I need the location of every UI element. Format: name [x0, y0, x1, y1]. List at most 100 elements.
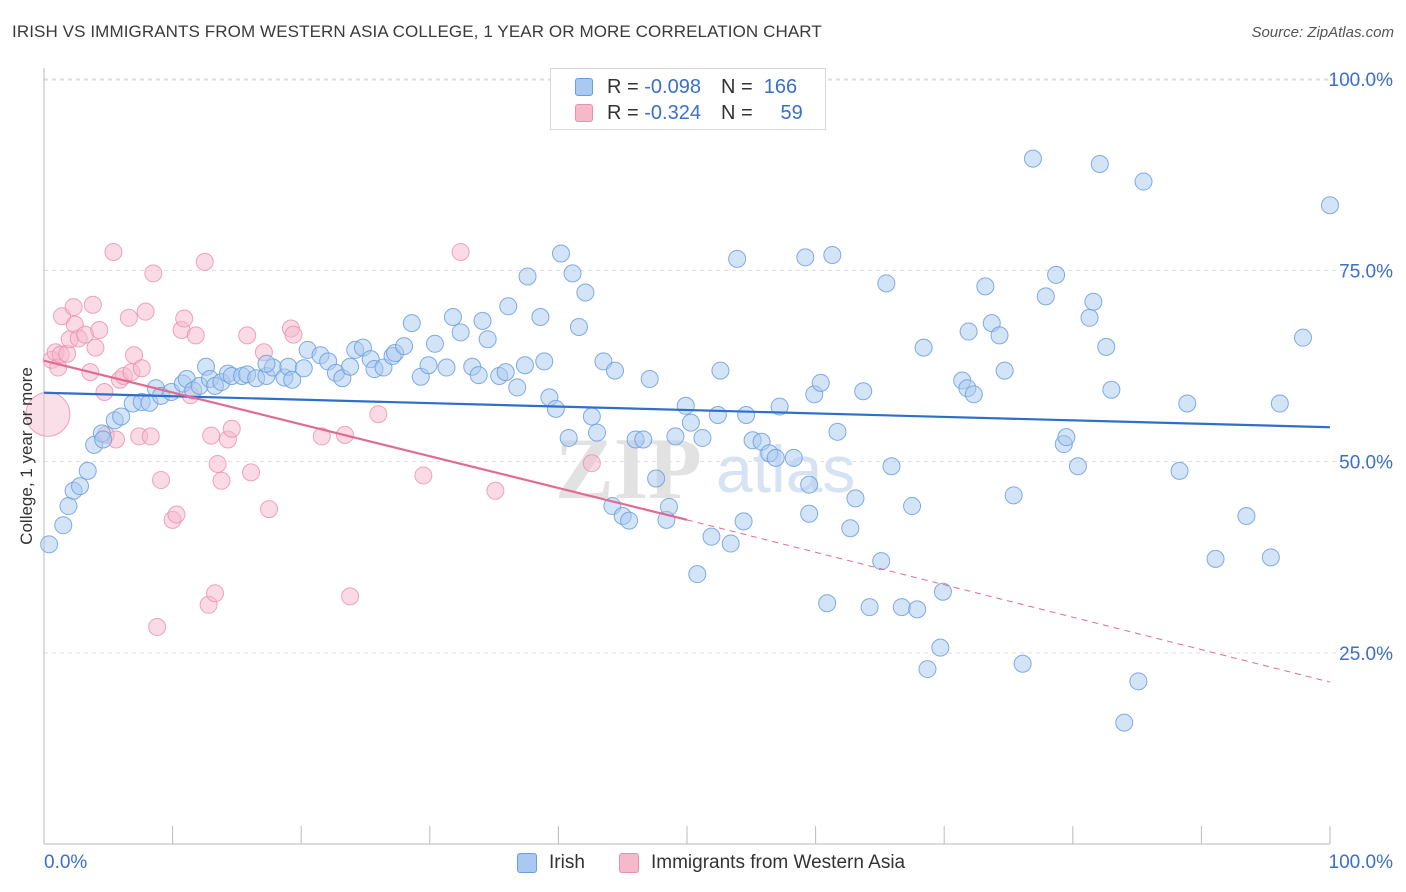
- irish-point: [711, 361, 730, 380]
- irish-point: [811, 373, 830, 392]
- western-asia-point: [83, 295, 102, 314]
- legend-item-western-asia[interactable]: Immigrants from Western Asia: [619, 852, 905, 874]
- irish-point: [1057, 428, 1076, 447]
- irish-point: [518, 267, 537, 286]
- western-asia-point: [242, 463, 261, 482]
- western-asia-point: [104, 242, 123, 261]
- western-asia-point: [284, 325, 303, 344]
- legend-r-value: -0.324: [644, 101, 701, 124]
- legend-row-western-asia: R = -0.324 N = 59: [575, 101, 803, 125]
- irish-point: [563, 264, 582, 283]
- y-tick-label: 75.0%: [1339, 261, 1393, 282]
- irish-point: [800, 475, 819, 494]
- western-asia-point: [141, 427, 160, 446]
- western-asia-point: [195, 252, 214, 271]
- western-asia-point: [414, 466, 433, 485]
- y-tick-label: 100.0%: [1329, 70, 1394, 91]
- western-asia-point: [132, 359, 151, 378]
- irish-point: [908, 600, 927, 619]
- legend-western-asia-label: Immigrants from Western Asia: [651, 852, 906, 873]
- irish-point: [959, 322, 978, 341]
- irish-point: [1090, 154, 1109, 173]
- irish-point: [693, 428, 712, 447]
- irish-point: [737, 405, 756, 424]
- irish-point: [1170, 461, 1189, 480]
- y-tick-label: 25.0%: [1339, 644, 1393, 665]
- irish-point: [419, 356, 438, 375]
- irish-point: [1047, 265, 1066, 284]
- irish-point: [1102, 380, 1121, 399]
- series-legend: Irish Immigrants from Western Asia: [0, 852, 1406, 876]
- irish-point: [877, 274, 896, 293]
- legend-row-irish: R = -0.098 N = 166: [575, 75, 797, 99]
- irish-point: [882, 457, 901, 476]
- western-asia-point: [582, 454, 601, 473]
- irish-point: [496, 363, 515, 382]
- western-asia-point: [369, 405, 388, 424]
- irish-point: [828, 422, 847, 441]
- irish-point: [283, 370, 302, 389]
- irish-point: [531, 308, 550, 327]
- irish-point: [964, 385, 983, 404]
- irish-point: [933, 582, 952, 601]
- x-tick-labels: 0.0% 100.0%: [44, 852, 1393, 873]
- irish-point: [634, 430, 653, 449]
- irish-point: [437, 358, 456, 377]
- western-asia-point: [212, 471, 231, 490]
- irish-point: [395, 337, 414, 356]
- irish-point: [1097, 337, 1116, 356]
- irish-point: [676, 396, 695, 415]
- irish-point: [931, 638, 950, 657]
- irish-point: [770, 397, 789, 416]
- western-asia-point: [90, 321, 109, 340]
- watermark-atlas: atlas: [716, 432, 855, 506]
- irish-point: [559, 428, 578, 447]
- legend-r-label: R =: [607, 75, 639, 98]
- irish-point: [478, 330, 497, 349]
- legend-item-irish[interactable]: Irish: [517, 852, 585, 874]
- stats-legend: R = -0.098 N = 166 R = -0.324 N = 59: [550, 68, 826, 130]
- irish-point: [734, 512, 753, 531]
- western-asia-point: [167, 505, 186, 524]
- irish-point: [1080, 308, 1099, 327]
- irish-point: [59, 497, 78, 516]
- irish-point: [647, 469, 666, 488]
- western-asia-point: [119, 308, 138, 327]
- western-asia-point: [208, 454, 227, 473]
- irish-point: [1084, 292, 1103, 311]
- legend-n-label: N =: [720, 75, 753, 98]
- irish-point: [425, 334, 444, 353]
- irish-point: [1023, 149, 1042, 168]
- x-tick-label: 100.0%: [1329, 852, 1394, 873]
- irish-point: [473, 311, 492, 330]
- irish-point: [702, 527, 721, 546]
- legend-irish-label: Irish: [549, 852, 585, 873]
- western-asia-point: [486, 481, 505, 500]
- irish-point: [1270, 394, 1289, 413]
- western-asia-trend-line: [43, 359, 688, 521]
- irish-point: [721, 534, 740, 553]
- western-asia-point: [312, 427, 331, 446]
- irish-point: [294, 359, 313, 378]
- source-label: Source: ZipAtlas.com: [1251, 24, 1394, 41]
- irish-point: [903, 497, 922, 516]
- irish-point: [976, 277, 995, 296]
- irish-swatch: [575, 78, 593, 96]
- irish-point: [341, 357, 360, 376]
- irish-point: [1004, 486, 1023, 505]
- irish-point: [640, 370, 659, 389]
- irish-point: [605, 361, 624, 380]
- irish-point: [402, 314, 421, 333]
- x-tick-label: 0.0%: [44, 852, 87, 873]
- irish-point: [551, 244, 570, 263]
- irish-point: [823, 246, 842, 265]
- trend-lines: [43, 359, 1331, 683]
- irish-point: [112, 407, 131, 426]
- western-asia-point: [238, 326, 257, 345]
- irish-point: [40, 535, 59, 554]
- irish-point: [872, 552, 891, 571]
- irish-point: [257, 354, 276, 373]
- axes: [43, 68, 1331, 845]
- western-asia-point: [222, 419, 241, 438]
- legend-r-value: -0.098: [644, 75, 701, 98]
